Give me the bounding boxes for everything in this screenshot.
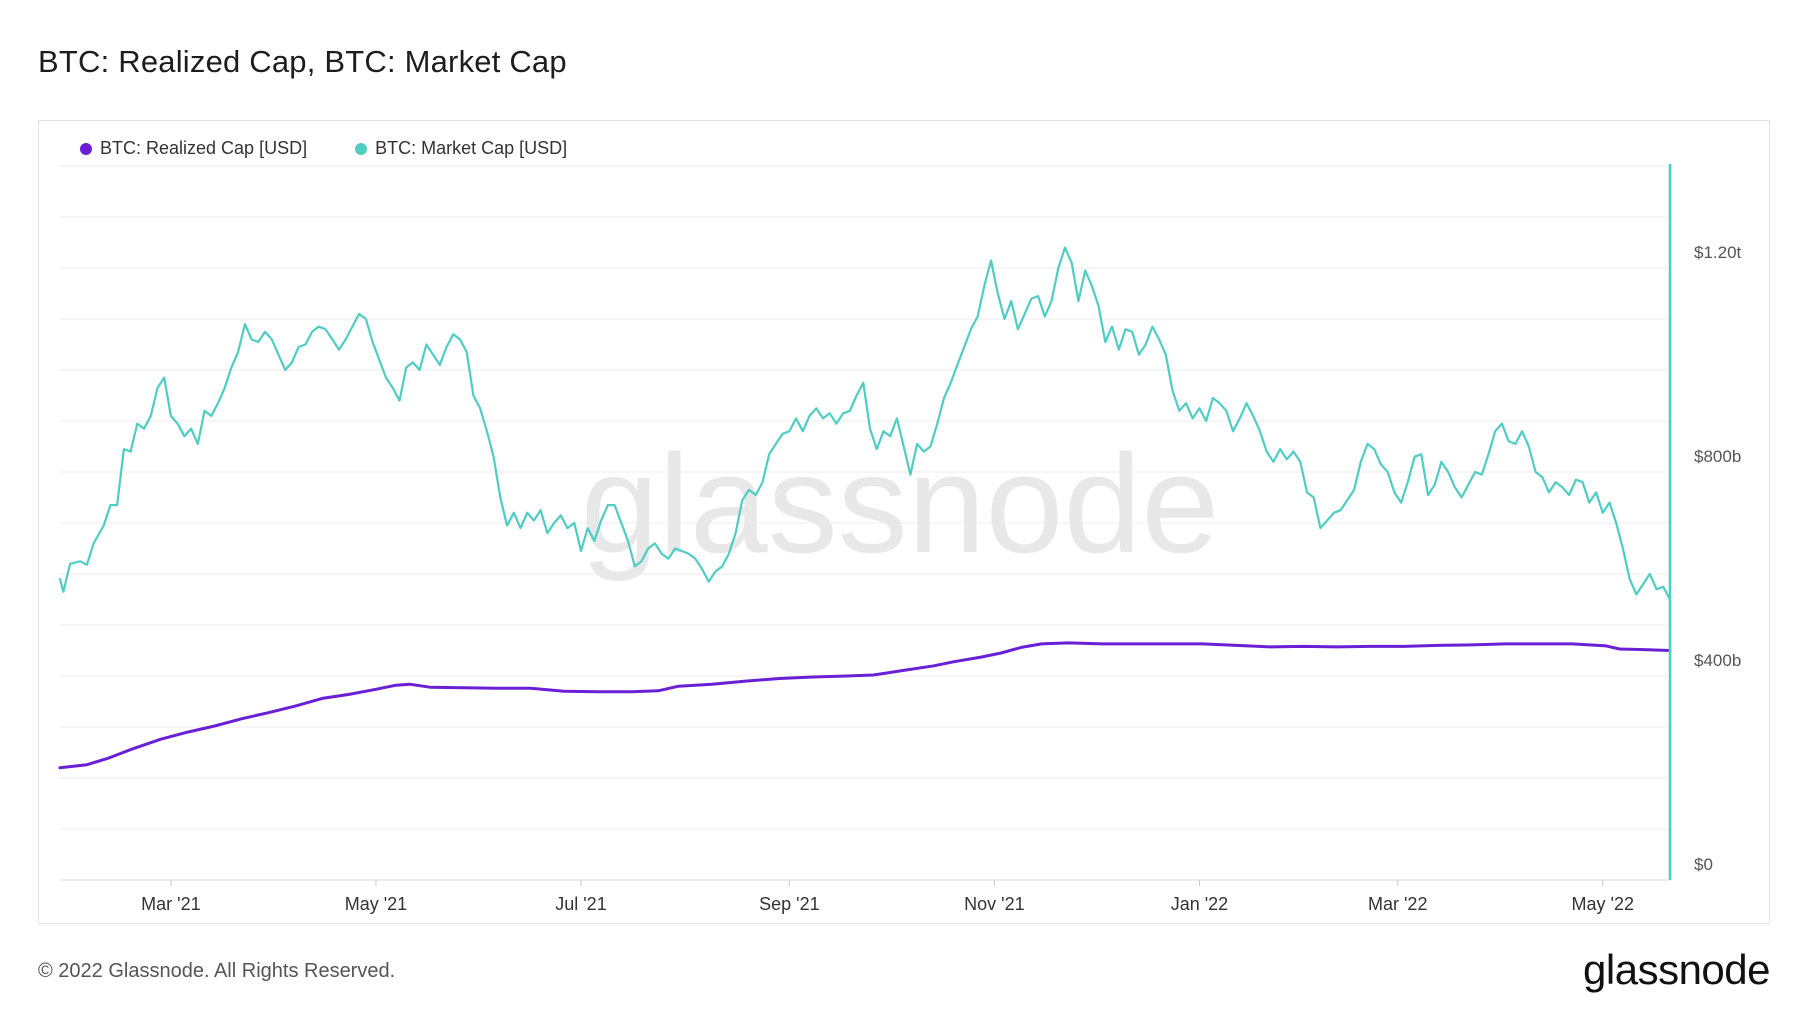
market-cap-line: [58, 246, 1672, 601]
legend-item-realized-cap[interactable]: BTC: Realized Cap [USD]: [80, 138, 307, 159]
y-axis-ticks: $0 $400b $800b $1.20t: [1694, 243, 1742, 874]
x-axis-ticks: Mar '21 May '21 Jul '21 Sep '21 Nov '21 Jan '…: [141, 880, 1634, 914]
glassnode-logo[interactable]: glassnode: [1583, 946, 1770, 993]
x-tick-label: Sep '21: [759, 894, 820, 914]
chart-panel: [38, 120, 1770, 924]
series-group: [58, 164, 1672, 880]
grid-lines: [60, 165, 1670, 881]
y-tick-label: $0: [1694, 855, 1713, 874]
x-tick-label: Jul '21: [555, 894, 606, 914]
watermark: glassnode: [581, 425, 1219, 582]
x-tick-label: May '21: [345, 894, 407, 914]
legend-label-realized-cap: BTC: Realized Cap [USD]: [100, 138, 308, 158]
legend-dot-market-cap: [355, 142, 368, 155]
copyright-footer: © 2022 Glassnode. All Rights Reserved.: [38, 960, 396, 982]
y-tick-label: $800b: [1694, 447, 1741, 466]
chart-legend: BTC: Realized Cap [USD] BTC: Market Cap …: [80, 138, 567, 159]
chart-title: BTC: Realized Cap, BTC: Market Cap: [38, 44, 567, 79]
realized-cap-line: [58, 641, 1672, 770]
y-tick-label: $400b: [1694, 651, 1741, 670]
y-tick-label: $1.20t: [1694, 243, 1742, 262]
legend-item-market-cap[interactable]: BTC: Market Cap [USD]: [355, 138, 567, 159]
x-tick-label: May '22: [1572, 894, 1634, 914]
x-tick-label: Mar '22: [1368, 894, 1427, 914]
x-tick-label: Jan '22: [1171, 894, 1228, 914]
legend-dot-realized-cap: [80, 142, 92, 155]
x-tick-label: Nov '21: [964, 894, 1024, 914]
x-tick-label: Mar '21: [141, 894, 200, 914]
legend-label-market-cap: BTC: Market Cap [USD]: [375, 138, 568, 158]
